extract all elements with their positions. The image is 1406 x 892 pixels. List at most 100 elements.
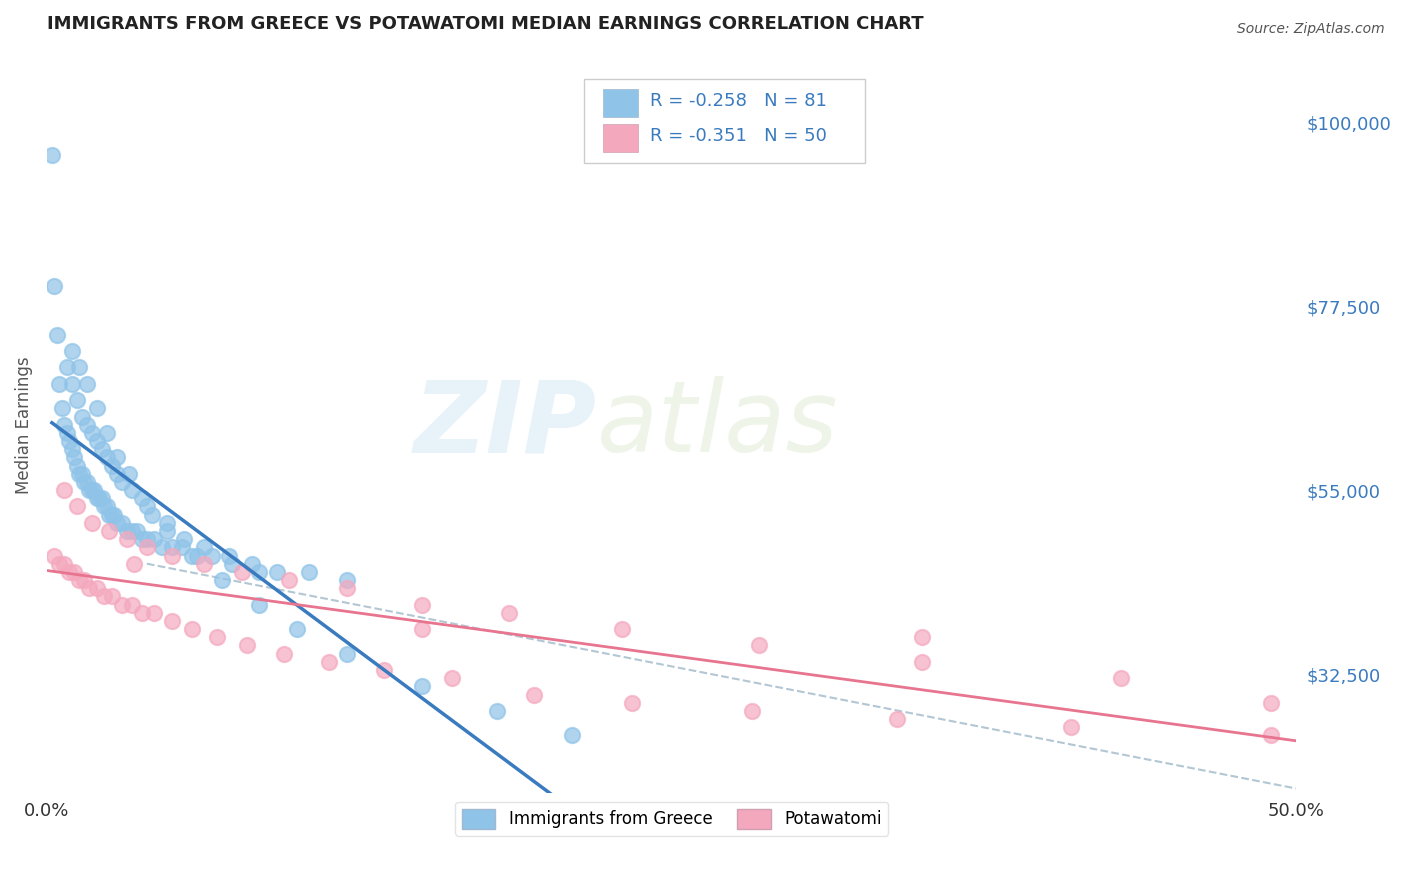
Point <box>79 483 101 497</box>
Legend: Immigrants from Greece, Potawatomi: Immigrants from Greece, Potawatomi <box>456 802 889 836</box>
Point <box>373 663 395 677</box>
Point <box>63 450 86 465</box>
Point <box>96 500 118 514</box>
Point <box>440 671 463 685</box>
Point <box>67 360 90 375</box>
Point <box>278 573 301 587</box>
Point <box>70 467 93 481</box>
Point <box>150 541 173 555</box>
Point <box>886 712 908 726</box>
Point <box>160 549 183 563</box>
Point <box>160 614 183 628</box>
Point <box>247 565 270 579</box>
Point <box>44 549 66 563</box>
FancyBboxPatch shape <box>603 125 638 153</box>
Point <box>73 573 96 587</box>
Point <box>236 639 259 653</box>
Point <box>620 696 643 710</box>
Point <box>96 450 118 465</box>
Point <box>90 491 112 506</box>
Point <box>60 442 83 457</box>
Point <box>70 409 93 424</box>
Point <box>143 532 166 546</box>
Point <box>63 565 86 579</box>
Point <box>156 516 179 530</box>
Point <box>121 598 143 612</box>
Point <box>910 655 932 669</box>
Text: R = -0.258   N = 81: R = -0.258 N = 81 <box>651 92 827 110</box>
Point <box>53 557 76 571</box>
Point <box>201 549 224 563</box>
Point <box>131 532 153 546</box>
Point <box>79 581 101 595</box>
Point <box>67 467 90 481</box>
Point <box>111 598 134 612</box>
Point <box>56 425 79 440</box>
Point <box>135 541 157 555</box>
Point <box>231 565 253 579</box>
Point <box>105 467 128 481</box>
Point <box>411 598 433 612</box>
Point <box>131 491 153 506</box>
Point <box>58 434 80 448</box>
Point <box>741 704 763 718</box>
Point <box>170 541 193 555</box>
FancyBboxPatch shape <box>603 89 638 117</box>
Point <box>285 622 308 636</box>
Point <box>101 458 124 473</box>
Point <box>561 728 583 742</box>
Point <box>93 590 115 604</box>
Point <box>60 344 83 359</box>
Point <box>80 516 103 530</box>
Point <box>73 475 96 489</box>
Text: R = -0.351   N = 50: R = -0.351 N = 50 <box>651 127 827 145</box>
Point <box>610 622 633 636</box>
Point <box>48 376 70 391</box>
Point <box>66 393 89 408</box>
Point <box>105 516 128 530</box>
Point <box>66 500 89 514</box>
Point <box>910 630 932 644</box>
Point <box>83 483 105 497</box>
Point <box>101 590 124 604</box>
Point <box>86 491 108 506</box>
Point <box>53 417 76 432</box>
Point <box>143 606 166 620</box>
Point <box>124 557 146 571</box>
FancyBboxPatch shape <box>583 78 865 163</box>
Point <box>135 500 157 514</box>
Text: Source: ZipAtlas.com: Source: ZipAtlas.com <box>1237 22 1385 37</box>
Point <box>131 606 153 620</box>
Point <box>180 549 202 563</box>
Point <box>193 557 215 571</box>
Point <box>76 376 98 391</box>
Point <box>336 581 359 595</box>
Text: ZIP: ZIP <box>413 376 596 474</box>
Point <box>125 524 148 538</box>
Point <box>58 565 80 579</box>
Point <box>240 557 263 571</box>
Point <box>218 549 240 563</box>
Point <box>76 475 98 489</box>
Point <box>60 376 83 391</box>
Point <box>45 327 67 342</box>
Point <box>180 622 202 636</box>
Y-axis label: Median Earnings: Median Earnings <box>15 356 32 493</box>
Point <box>336 647 359 661</box>
Point <box>51 401 73 416</box>
Point <box>273 647 295 661</box>
Point <box>193 541 215 555</box>
Point <box>105 450 128 465</box>
Point <box>101 508 124 522</box>
Point <box>411 679 433 693</box>
Point <box>89 491 111 506</box>
Point <box>76 417 98 432</box>
Point <box>1060 720 1083 734</box>
Point <box>48 557 70 571</box>
Point <box>247 598 270 612</box>
Point <box>1111 671 1133 685</box>
Point <box>115 532 138 546</box>
Point <box>115 524 138 538</box>
Point <box>748 639 770 653</box>
Point <box>90 442 112 457</box>
